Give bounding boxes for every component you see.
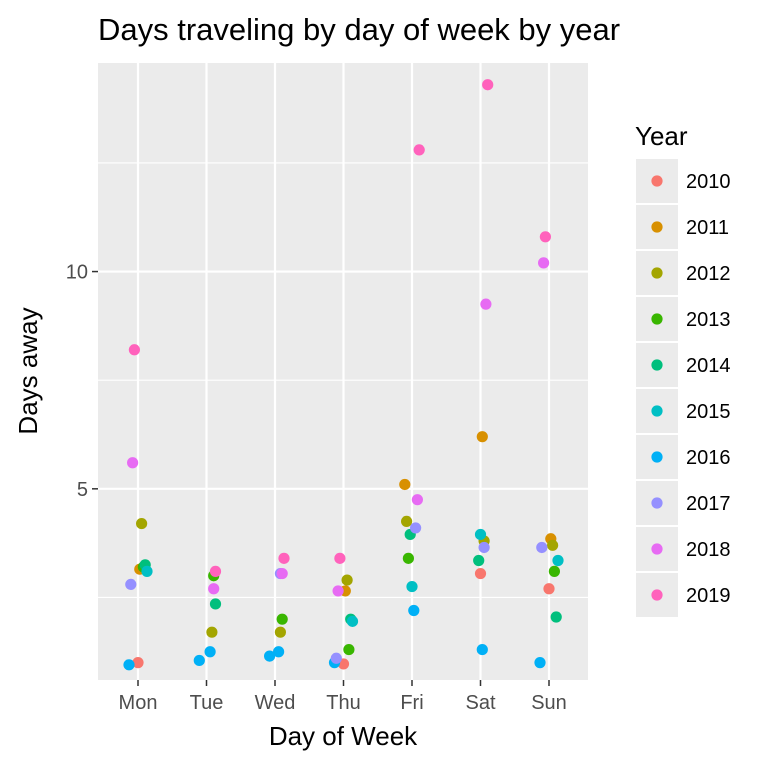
data-point	[543, 583, 555, 595]
data-point	[273, 646, 285, 658]
data-point	[534, 657, 546, 669]
data-point	[136, 517, 148, 530]
legend-label: 2010	[686, 171, 731, 193]
x-tick-label: Mon	[119, 692, 158, 714]
data-point	[474, 567, 487, 580]
data-point	[193, 654, 205, 667]
legend-swatch	[651, 267, 663, 279]
chart-title: Days traveling by day of week by year	[98, 12, 620, 47]
legend-swatch	[651, 313, 663, 325]
data-point	[548, 565, 561, 577]
legend-swatch	[651, 543, 663, 555]
data-point	[206, 626, 218, 638]
legend-title: Year	[635, 121, 688, 151]
legend-label: 2017	[686, 493, 731, 515]
data-point	[334, 552, 346, 564]
data-point	[332, 585, 344, 597]
data-point	[476, 431, 488, 443]
data-point	[343, 643, 355, 656]
y-tick-label: 5	[77, 479, 88, 501]
data-point	[204, 646, 216, 658]
y-tick-label: 10	[66, 262, 88, 284]
data-point	[123, 659, 135, 671]
legend-swatch	[651, 359, 663, 371]
legend-label: 2013	[686, 309, 731, 331]
data-point	[476, 643, 488, 656]
x-tick-label: Wed	[255, 692, 296, 714]
x-tick-label: Sun	[531, 692, 567, 714]
x-axis-title: Day of Week	[269, 721, 418, 751]
data-point	[208, 583, 220, 595]
data-point	[474, 528, 487, 541]
axes: 5 10 Mon Tue Wed Thu Fri Sat Sun	[66, 262, 567, 714]
legend-label: 2014	[686, 355, 731, 377]
legend-label: 2016	[686, 447, 731, 469]
legend-label: 2018	[686, 539, 731, 561]
data-point	[401, 515, 413, 528]
x-tick-label: Thu	[326, 692, 360, 714]
legend-swatch	[651, 497, 663, 509]
data-point	[399, 478, 411, 491]
data-point	[128, 344, 140, 356]
data-point	[209, 565, 222, 577]
legend-label: 2012	[686, 263, 731, 285]
data-point	[141, 565, 153, 577]
data-point	[330, 652, 342, 664]
data-point	[276, 567, 288, 580]
data-point	[410, 522, 422, 534]
x-tick-label: Sat	[465, 692, 495, 714]
data-point	[132, 657, 144, 669]
data-point	[406, 580, 418, 593]
legend-swatch	[651, 405, 663, 417]
legend-swatch	[651, 589, 663, 601]
data-point	[264, 650, 276, 662]
data-point	[536, 541, 548, 554]
legend-swatch	[651, 451, 663, 463]
data-point	[276, 613, 288, 625]
data-point	[346, 615, 359, 627]
data-point	[408, 604, 420, 617]
data-point	[411, 494, 423, 506]
legend-swatch	[651, 175, 663, 187]
data-point	[402, 552, 414, 564]
data-point	[547, 539, 559, 551]
x-tick-label: Tue	[190, 692, 224, 714]
data-point	[480, 298, 492, 310]
data-point	[127, 457, 139, 469]
legend-label: 2019	[686, 585, 731, 607]
data-points	[123, 79, 564, 671]
data-point	[413, 144, 425, 156]
data-point	[341, 574, 353, 586]
data-point	[209, 598, 222, 610]
y-axis-title: Days away	[13, 307, 43, 434]
data-point	[473, 554, 485, 567]
legend-label: 2011	[686, 217, 729, 239]
data-point	[274, 626, 286, 638]
legend-swatch	[651, 221, 663, 233]
data-point	[482, 79, 494, 91]
data-point	[539, 231, 552, 243]
data-point	[538, 257, 550, 269]
data-point	[550, 611, 562, 623]
x-tick-label: Fri	[400, 692, 423, 714]
data-point	[278, 552, 290, 564]
data-point	[478, 541, 490, 554]
data-point	[125, 578, 137, 591]
legend: Year 2010 2011 2012 2013 2014 2015 2016 2017 201…	[635, 121, 731, 617]
legend-label: 2015	[686, 401, 731, 423]
data-point	[552, 554, 564, 567]
